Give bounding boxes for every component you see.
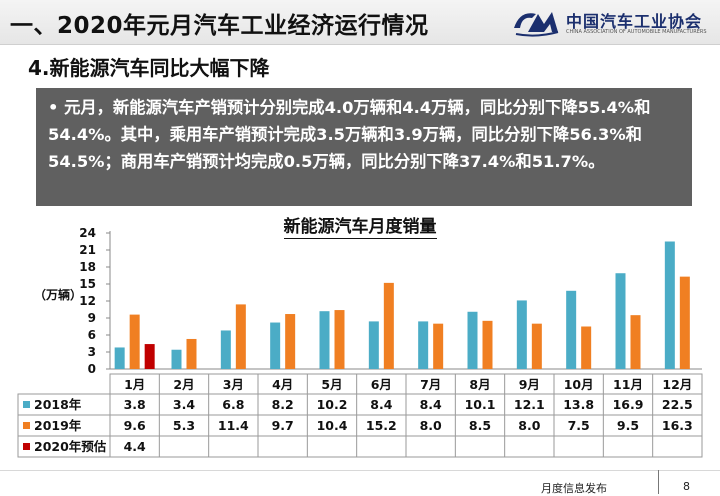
data-label: 5.3: [173, 418, 195, 433]
bar-2019年: [581, 326, 592, 369]
data-label: 9.6: [124, 418, 146, 433]
caam-logo-icon: [514, 12, 559, 37]
y-tick-label: 3: [88, 345, 96, 359]
bar-2018年: [516, 300, 527, 369]
section-subtitle: 4.新能源汽车同比大幅下降: [28, 56, 270, 80]
bar-2019年: [630, 315, 641, 369]
summary-box: • 元月，新能源汽车产销预计分别完成4.0万辆和4.4万辆，同比分别下降55.4…: [36, 88, 692, 206]
bar-2018年: [319, 311, 330, 369]
data-label: 8.0: [420, 418, 442, 433]
data-label: 10.4: [317, 418, 348, 433]
bar-2019年: [482, 320, 493, 369]
data-label: 3.8: [124, 397, 146, 412]
bar-2018年: [114, 347, 125, 369]
y-tick-label: 9: [88, 311, 96, 325]
y-tick-label: 24: [79, 226, 96, 240]
x-category-label: 11月: [613, 377, 643, 392]
legend-swatch-2019年: [23, 422, 30, 429]
bar-2018年: [368, 321, 379, 369]
data-label: 6.8: [222, 397, 244, 412]
bar-2018年: [615, 273, 626, 369]
y-axis-unit: （万辆）: [34, 288, 83, 302]
legend-label: 2019年: [34, 418, 82, 433]
bar-2019年: [679, 276, 690, 369]
y-tick-label: 21: [79, 243, 96, 257]
chart-title-text: 新能源汽车月度销量: [283, 217, 437, 239]
footer-line: [0, 470, 720, 471]
bar-2019年: [186, 338, 197, 369]
data-label: 9.5: [617, 418, 639, 433]
bar-2019年: [129, 314, 140, 369]
header-bar: 一、2020年元月汽车工业经济运行情况 中国汽车工业协会 CHINA ASSOC…: [0, 0, 720, 45]
y-tick-label: 0: [88, 362, 96, 376]
chart-title: 新能源汽车月度销量: [0, 212, 720, 239]
bar-2020年预估: [144, 344, 155, 369]
bar-2018年: [418, 321, 429, 369]
data-label: 9.7: [272, 418, 294, 433]
x-category-label: 2月: [173, 377, 194, 392]
x-category-label: 12月: [662, 377, 692, 392]
logo-name: 中国汽车工业协会: [566, 12, 703, 31]
x-category-label: 5月: [321, 377, 342, 392]
data-label: 8.4: [420, 397, 442, 412]
x-category-label: 6月: [371, 377, 392, 392]
bar-2018年: [467, 311, 478, 369]
bar-2018年: [664, 241, 675, 369]
bar-2019年: [433, 323, 444, 369]
data-label: 10.1: [465, 397, 496, 412]
y-tick-label: 6: [88, 328, 96, 342]
bar-2018年: [270, 322, 281, 369]
legend-swatch-2018年: [23, 401, 30, 408]
x-category-label: 7月: [420, 377, 441, 392]
bar-2019年: [334, 310, 345, 369]
x-category-label: 9月: [519, 377, 540, 392]
footer-text: 月度信息发布: [541, 482, 607, 495]
data-label: 4.4: [124, 439, 146, 454]
bar-2018年: [171, 349, 182, 369]
legend-swatch-2020年预估: [23, 443, 30, 450]
page-title: 一、2020年元月汽车工业经济运行情况: [10, 13, 429, 39]
legend-label: 2020年预估: [34, 439, 107, 454]
x-category-label: 3月: [223, 377, 244, 392]
summary-text: • 元月，新能源汽车产销预计分别完成4.0万辆和4.4万辆，同比分别下降55.4…: [48, 98, 651, 171]
x-category-label: 1月: [124, 377, 145, 392]
x-category-label: 4月: [272, 377, 293, 392]
y-tick-label: 18: [79, 260, 96, 274]
data-label: 10.2: [317, 397, 348, 412]
bar-2018年: [220, 330, 231, 369]
table-body-border: [17, 393, 703, 458]
bar-2019年: [235, 304, 246, 369]
data-label: 7.5: [568, 418, 590, 433]
data-label: 8.0: [518, 418, 540, 433]
data-label: 11.4: [218, 418, 249, 433]
logo: 中国汽车工业协会 CHINA ASSOCIATION OF AUTOMOBILE…: [510, 4, 715, 40]
data-label: 22.5: [662, 397, 693, 412]
data-label: 13.8: [563, 397, 594, 412]
data-label: 8.5: [469, 418, 491, 433]
y-tick-label: 15: [79, 277, 96, 291]
bar-2019年: [531, 323, 542, 369]
data-label: 8.2: [272, 397, 294, 412]
logo-english-name: CHINA ASSOCIATION OF AUTOMOBILE MANUFACT…: [566, 29, 707, 35]
data-label: 16.9: [613, 397, 644, 412]
data-label: 8.4: [370, 397, 392, 412]
page-number: 8: [683, 480, 690, 493]
data-label: 12.1: [514, 397, 545, 412]
footer-divider: [658, 470, 659, 494]
data-label: 16.3: [662, 418, 693, 433]
y-tick-label: 12: [79, 294, 96, 308]
x-category-label: 10月: [564, 377, 594, 392]
x-category-label: 8月: [469, 377, 490, 392]
data-label: 15.2: [366, 418, 397, 433]
bar-2018年: [566, 290, 577, 369]
legend-label: 2018年: [34, 397, 82, 412]
bar-2019年: [383, 282, 394, 369]
bar-2019年: [285, 314, 296, 369]
data-label: 3.4: [173, 397, 195, 412]
bar-chart: 0 3 6 9 12 15 18 21 24 1月 2月 3月 4月 5月 6月 7月 8月 9月 10月 11月 12…: [17, 226, 703, 458]
